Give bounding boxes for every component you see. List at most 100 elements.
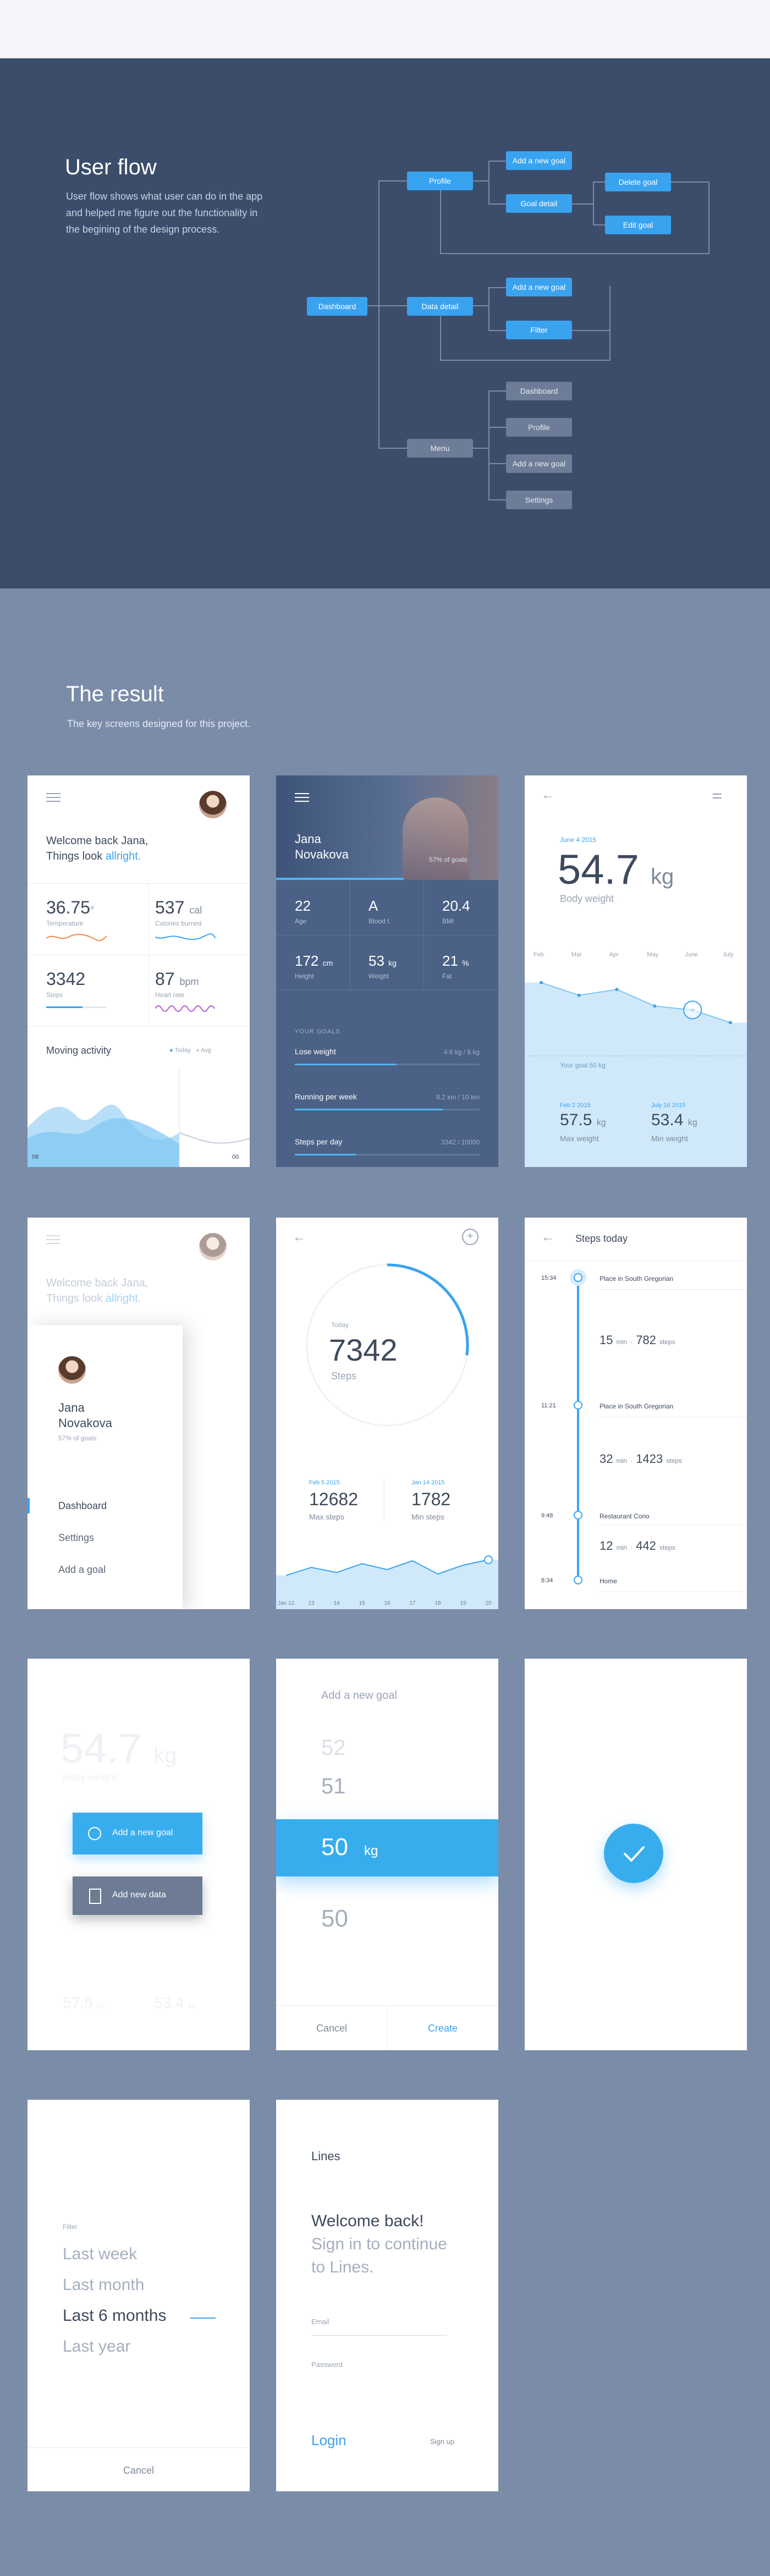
cell-value: 21 — [442, 953, 458, 969]
steps-value: 7342 — [329, 1333, 398, 1367]
flow-node-menu-settings: Settings — [506, 491, 572, 509]
event-marker — [574, 1273, 582, 1282]
back-arrow-icon[interactable]: ← — [293, 1230, 306, 1245]
steps-unit: steps — [659, 1338, 675, 1346]
stat-calories: 537 cal — [155, 898, 202, 918]
first-name: Jana — [58, 1401, 85, 1414]
flow-connector — [593, 181, 605, 183]
first-name: Jana — [295, 832, 321, 846]
password-field[interactable]: Password — [311, 2360, 343, 2369]
flow-description: User flow shows what user can do in the … — [66, 191, 263, 235]
cell-label: Fat — [442, 972, 452, 980]
picker-option[interactable]: 50 — [321, 1905, 348, 1932]
screen-dashboard: Welcome back Jana, Things look allright.… — [28, 775, 250, 1167]
filter-option-selected[interactable]: Last 6 months — [63, 2307, 167, 2325]
flow-connector — [488, 390, 506, 392]
flow-node-menu-profile: Profile — [506, 418, 572, 437]
value: 57.5 — [63, 1994, 93, 2011]
signup-link[interactable]: Sign up — [430, 2437, 455, 2446]
max-steps: 12682 — [309, 1489, 358, 1509]
cancel-button[interactable]: Cancel — [123, 2465, 155, 2476]
back-arrow-icon[interactable]: ← — [541, 1230, 554, 1245]
add-goal-button[interactable]: Add a new goal — [73, 1813, 202, 1854]
welcome-text: Welcome back Jana, — [46, 835, 148, 847]
drawer-avatar — [58, 1356, 86, 1384]
status-line: Things look allright. — [46, 1292, 141, 1305]
drawer-item-settings[interactable]: Settings — [58, 1532, 95, 1543]
day-tick: 18 — [435, 1600, 441, 1606]
unit: kg — [688, 1118, 697, 1127]
status-accent: allright. — [105, 850, 141, 862]
picker-option[interactable]: 51 — [321, 1774, 346, 1798]
stat-unit: cal — [189, 905, 202, 916]
stat-value: 537 — [155, 898, 185, 917]
flow-connector — [378, 180, 380, 449]
min-unit: min — [616, 1457, 627, 1465]
segment-steps: 1423 — [636, 1452, 663, 1466]
weight-point — [615, 988, 619, 992]
menu-icon[interactable] — [295, 793, 309, 805]
steps-point-selected[interactable] — [484, 1555, 493, 1565]
day-tick: 14 — [333, 1600, 340, 1606]
segment-min: 12 — [600, 1539, 613, 1553]
steps-line — [285, 1559, 489, 1576]
add-data-button[interactable]: Add new data — [73, 1876, 202, 1915]
flow-connector — [708, 181, 710, 254]
filter-option[interactable]: Last month — [63, 2276, 145, 2294]
drawer-item-add-goal[interactable]: Add a goal — [58, 1564, 106, 1575]
menu-icon[interactable] — [46, 793, 61, 805]
cell-weight: 53 kg — [369, 953, 397, 970]
result-subtitle: The key screens designed for this projec… — [67, 718, 251, 729]
filter-option[interactable]: Last year — [63, 2337, 131, 2355]
weight-point-selected[interactable] — [683, 1000, 702, 1020]
user-flow-section — [0, 58, 770, 588]
event-time: 9:48 — [541, 1512, 553, 1519]
selected-indicator — [190, 2318, 216, 2319]
create-button[interactable]: Create — [427, 2023, 458, 2034]
event-place: Home — [600, 1577, 618, 1585]
cell-fat: 21 % — [442, 953, 469, 970]
signin-line-1: Sign in to continue — [311, 2235, 447, 2253]
add-icon[interactable]: + — [462, 1229, 479, 1245]
segment-steps: 782 — [636, 1333, 656, 1347]
email-field[interactable]: Email — [311, 2318, 329, 2326]
flow-node-filter: Filter — [506, 321, 572, 339]
login-button[interactable]: Login — [311, 2432, 346, 2448]
flow-connector — [473, 180, 490, 181]
picker-selected[interactable]: 50 kg — [276, 1819, 498, 1876]
flow-node-edit-goal: Edit goal — [605, 216, 671, 234]
steps-progress — [46, 1006, 107, 1008]
profile-name: Jana Novakova — [295, 832, 349, 862]
cell-value: 172 — [295, 953, 319, 969]
stat-label: Steps — [46, 991, 63, 999]
flow-connector — [488, 463, 506, 464]
welcome-text: Welcome back Jana, — [46, 1277, 148, 1289]
day-tick: 16 — [384, 1600, 391, 1606]
cell-label: BMI — [442, 917, 454, 925]
stat-steps: 3342 — [46, 969, 86, 989]
timeline-title: Steps today — [575, 1233, 628, 1244]
steps-unit: steps — [659, 1544, 675, 1551]
drawer-item-dashboard[interactable]: Dashboard — [58, 1500, 107, 1511]
back-arrow-icon[interactable]: ← — [541, 788, 554, 802]
filter-icon[interactable]: ⚌ — [712, 788, 723, 801]
weight-date: June 4 2015 — [560, 836, 597, 844]
flow-connector — [440, 360, 610, 361]
status-text: Things look — [46, 1292, 106, 1304]
weight-point — [577, 993, 581, 997]
flow-connector — [488, 203, 506, 205]
day-tick: 15 — [359, 1600, 365, 1606]
event-place: Restaurant Corio — [600, 1512, 650, 1520]
avatar[interactable] — [199, 791, 227, 818]
stat-label: Temperature — [46, 920, 84, 927]
cell-label: Age — [295, 917, 307, 925]
cancel-button[interactable]: Cancel — [316, 2023, 348, 2034]
flow-connector — [440, 190, 441, 254]
cell-value: 53 — [369, 953, 384, 969]
stat-label: Heart rate — [155, 991, 185, 999]
menu-icon[interactable] — [46, 1235, 61, 1247]
filter-option[interactable]: Last week — [63, 2245, 138, 2263]
picker-option[interactable]: 52 — [321, 1736, 346, 1760]
min-date: Jan 14 2015 — [411, 1479, 445, 1486]
calories-sparkline — [155, 933, 216, 940]
